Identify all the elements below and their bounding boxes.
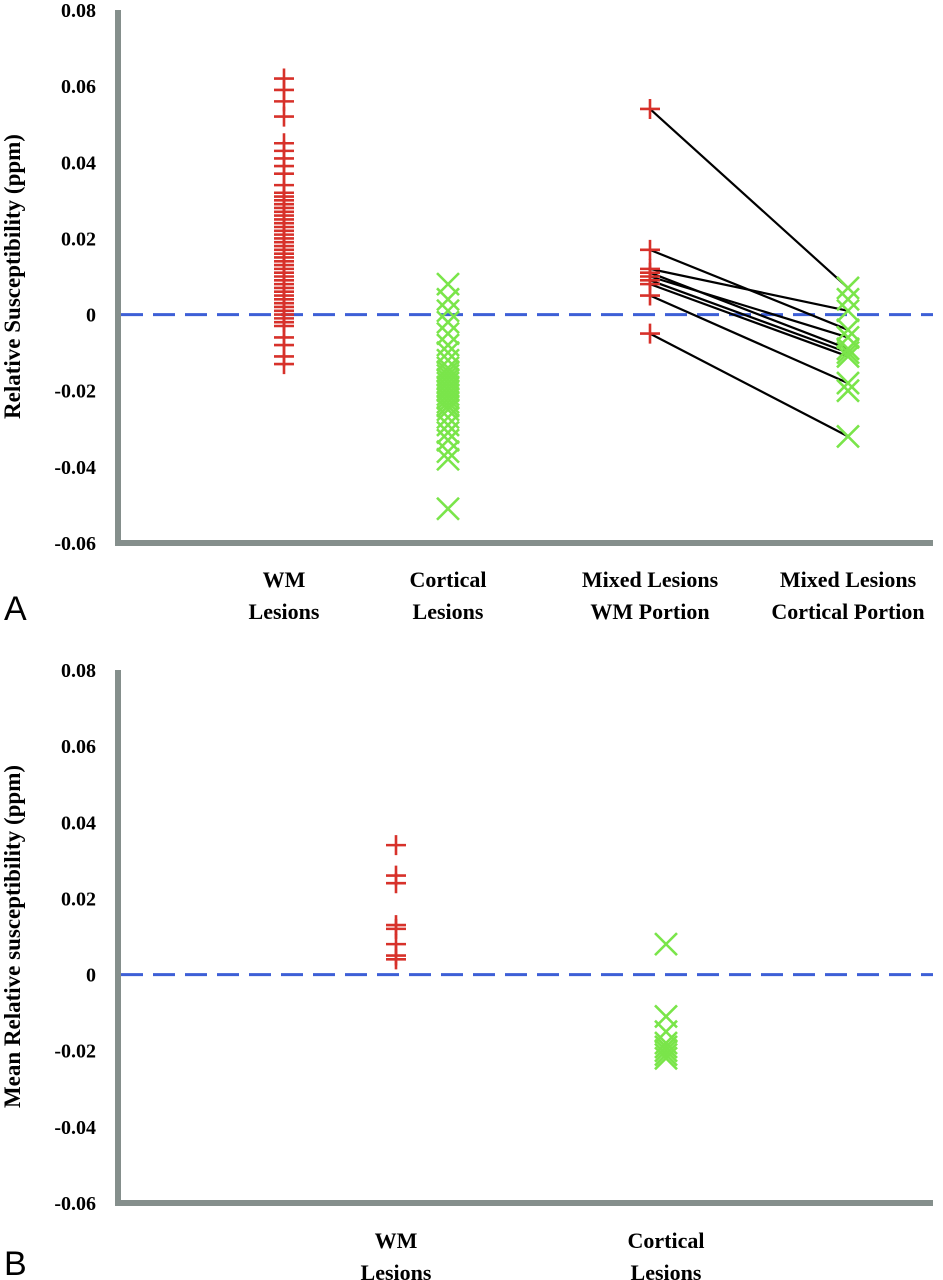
panel-label: A [4,590,27,628]
panel-b: 0.08 0.06 0.04 0.02 0 -0.02 -0.04 -0.06 Mean Rel… [0,660,933,1280]
x-marker [436,439,460,464]
x-marker [836,424,860,449]
category-label: Cortical Portion [771,599,924,624]
y-tick-label: -0.06 [54,1193,96,1215]
paired-connector-line [649,332,849,438]
x-marker [436,386,460,411]
y-tick-label: 0.04 [61,812,96,834]
y-tick-label: 0 [86,305,96,327]
y-tick-label: 0.08 [61,660,96,682]
x-marker [436,321,460,346]
category-label: WM Portion [590,599,709,624]
x-marker [836,298,860,323]
y-tick-label: -0.02 [54,1041,96,1063]
y-tick-label: 0.04 [61,152,96,174]
plus-marker [274,354,294,375]
paired-connector-line [649,267,849,312]
category-label: Cortical [410,567,487,592]
x-marker [436,394,460,418]
category-label: Mixed Lesions [582,567,719,592]
y-tick-label: -0.02 [54,381,96,403]
x-marker [436,447,460,472]
panel-a: 0.08 0.06 0.04 0.02 0 -0.02 -0.04 -0.06 Relative… [0,0,933,628]
category-label: Lesions [249,599,320,624]
plus-marker [274,106,294,127]
x-marker [836,287,860,312]
x-marker [654,1034,678,1059]
plus-marker [640,285,660,306]
x-marker [436,496,460,521]
x-marker [836,344,860,369]
plus-marker [386,873,406,894]
x-marker [836,378,860,403]
x-marker [436,428,460,453]
plus-marker [386,835,406,856]
x-marker [836,276,860,300]
category-label: Lesions [413,599,484,624]
y-tick-label: -0.04 [54,457,96,479]
y-tick-label: 0.02 [61,888,96,910]
x-marker [436,310,460,335]
category-label: WM [263,567,306,592]
category-label: WM [375,1228,418,1253]
y-tick-label: 0 [86,965,96,987]
y-tick-label: 0.02 [61,228,96,250]
x-marker [836,340,860,365]
plus-marker [640,98,660,119]
x-marker [654,1038,678,1063]
x-marker [836,371,860,396]
x-marker [654,932,678,957]
category-label: Lesions [361,1260,432,1280]
x-marker [436,420,460,445]
paired-connector-line [649,275,849,339]
x-marker [436,298,460,323]
y-tick-label: 0.06 [61,736,96,758]
x-marker [836,336,860,361]
plus-marker [640,239,660,260]
category-label: Mixed Lesions [780,567,917,592]
panel-label: B [4,1245,27,1280]
y-tick-label: -0.06 [54,533,96,555]
plus-marker [386,949,406,970]
x-marker [436,287,460,312]
y-tick-label: 0.08 [61,0,96,22]
y-axis-title: Relative Susceptibility (ppm) [0,134,25,419]
paired-connector-line [649,294,849,385]
paired-connector-line [649,271,849,350]
x-marker [836,317,860,342]
y-axis-title: Mean Relative susceptibility (ppm) [0,765,25,1108]
paired-connector-line [649,283,849,358]
y-tick-label: -0.04 [54,1117,96,1139]
paired-connector-line [649,279,849,354]
x-marker [654,1046,678,1071]
category-label: Cortical [628,1228,705,1253]
paired-connector-line [649,108,849,289]
y-tick-label: 0.06 [61,76,96,98]
plus-marker [640,323,660,344]
category-label: Lesions [631,1260,702,1280]
x-marker [654,1042,678,1067]
